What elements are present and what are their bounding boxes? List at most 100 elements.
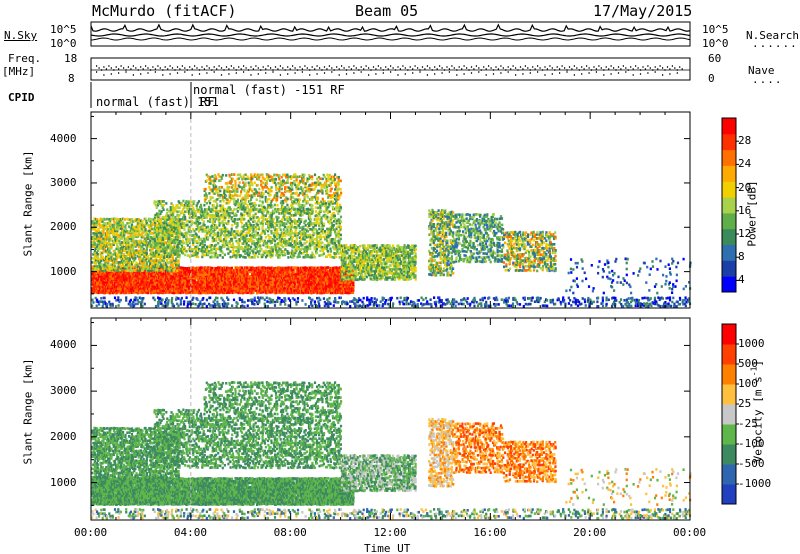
- range-gate-cell: [286, 271, 289, 274]
- range-gate-cell: [153, 259, 156, 262]
- range-gate-cell: [121, 266, 124, 270]
- range-gate-cell: [218, 278, 221, 282]
- range-gate-cell: [147, 225, 150, 229]
- range-gate-cell: [293, 271, 296, 274]
- range-gate-cell: [112, 289, 115, 292]
- range-gate-cell: [184, 210, 187, 213]
- range-gate-cell: [161, 224, 164, 228]
- range-gate-cell: [231, 230, 234, 233]
- range-gate-cell: [223, 228, 226, 231]
- range-gate-cell: [115, 287, 118, 291]
- range-gate-cell: [176, 224, 179, 227]
- range-gate-cell: [338, 276, 341, 280]
- range-gate-cell: [199, 291, 203, 295]
- range-gate-cell: [103, 291, 106, 295]
- range-gate-cell: [172, 208, 175, 212]
- range-gate-cell: [172, 213, 175, 217]
- range-gate-cell: [302, 287, 305, 290]
- range-gate-cell: [136, 291, 139, 295]
- range-gate-cell: [302, 291, 305, 295]
- range-gate-cell: [122, 255, 125, 258]
- range-gate-cell: [152, 284, 155, 288]
- range-gate-cell: [178, 226, 181, 229]
- range-gate-cell: [255, 287, 258, 290]
- nsearch-label: N.Search: [746, 29, 799, 42]
- range-gate-cell: [93, 259, 96, 262]
- range-gate-cell: [217, 286, 220, 290]
- range-gate-cell: [329, 272, 332, 276]
- range-gate-cell: [101, 291, 104, 294]
- range-gate-cell: [100, 288, 103, 292]
- range-gate-cell: [158, 255, 161, 258]
- range-gate-cell: [154, 272, 157, 276]
- range-gate-cell: [263, 279, 266, 282]
- range-gate-cell: [143, 237, 146, 241]
- range-gate-cell: [128, 283, 131, 287]
- range-gate-cell: [182, 223, 185, 227]
- range-gate-cell: [112, 278, 116, 282]
- range-gate-cell: [192, 279, 195, 282]
- range-gate-cell: [282, 269, 286, 272]
- range-gate-cell: [178, 242, 181, 245]
- range-gate-cell: [121, 261, 124, 264]
- range-gate-cell: [110, 247, 113, 250]
- range-gate-cell: [332, 285, 335, 288]
- range-gate-cell: [154, 234, 157, 237]
- range-gate-cell: [117, 245, 120, 249]
- range-gate-cell: [170, 230, 174, 233]
- range-gate-cell: [137, 227, 140, 231]
- range-gate-cell: [152, 273, 155, 276]
- range-gate-cell: [260, 285, 263, 288]
- range-gate-cell: [275, 270, 279, 274]
- range-gate-cell: [159, 220, 162, 223]
- range-gate-cell: [293, 272, 296, 276]
- range-gate-cell: [95, 245, 99, 249]
- range-gate-cell: [236, 251, 239, 255]
- cpid-segment-1: normal (fast) 151: [96, 95, 219, 109]
- range-gate-cell: [148, 287, 151, 290]
- range-gate-cell: [178, 206, 181, 210]
- range-gate-cell: [208, 251, 211, 255]
- range-gate-cell: [255, 269, 258, 272]
- range-gate-cell: [105, 273, 108, 276]
- range-gate-cell: [323, 274, 326, 278]
- range-gate-cell: [349, 273, 352, 276]
- range-gate-cell: [337, 278, 340, 282]
- range-gate-cell: [156, 289, 159, 292]
- range-gate-cell: [196, 284, 199, 288]
- range-gate-cell: [102, 233, 105, 237]
- range-gate-cell: [159, 289, 162, 292]
- range-gate-cell: [203, 291, 206, 294]
- range-gate-cell: [234, 287, 237, 290]
- range-gate-cell: [228, 242, 231, 245]
- range-gate-cell: [167, 246, 170, 249]
- range-gate-cell: [212, 204, 215, 207]
- range-gate-cell: [173, 249, 176, 253]
- range-gate-cell: [189, 271, 192, 274]
- range-gate-cell: [218, 272, 221, 276]
- range-gate-cell: [333, 274, 336, 278]
- range-gate-cell: [153, 231, 156, 234]
- range-gate-cell: [230, 276, 233, 280]
- range-gate-cell: [91, 243, 94, 247]
- range-gate-cell: [168, 277, 171, 280]
- range-gate-cell: [108, 233, 111, 237]
- range-gate-cell: [316, 266, 319, 270]
- range-gate-cell: [328, 285, 331, 289]
- range-gate-cell: [200, 266, 203, 269]
- range-gate-cell: [165, 230, 168, 233]
- range-gate-cell: [169, 285, 172, 288]
- range-gate-cell: [113, 268, 117, 272]
- range-gate-cell: [165, 214, 168, 217]
- range-gate-cell: [186, 281, 189, 284]
- range-gate-cell: [297, 284, 300, 288]
- range-gate-cell: [231, 274, 234, 278]
- range-gate-cell: [317, 283, 320, 286]
- range-gate-cell: [102, 227, 105, 231]
- range-gate-cell: [101, 281, 104, 284]
- range-gate-cell: [239, 266, 242, 269]
- range-gate-cell: [184, 271, 187, 274]
- range-gate-cell: [176, 278, 179, 282]
- range-gate-cell: [142, 240, 145, 243]
- range-gate-cell: [200, 277, 203, 280]
